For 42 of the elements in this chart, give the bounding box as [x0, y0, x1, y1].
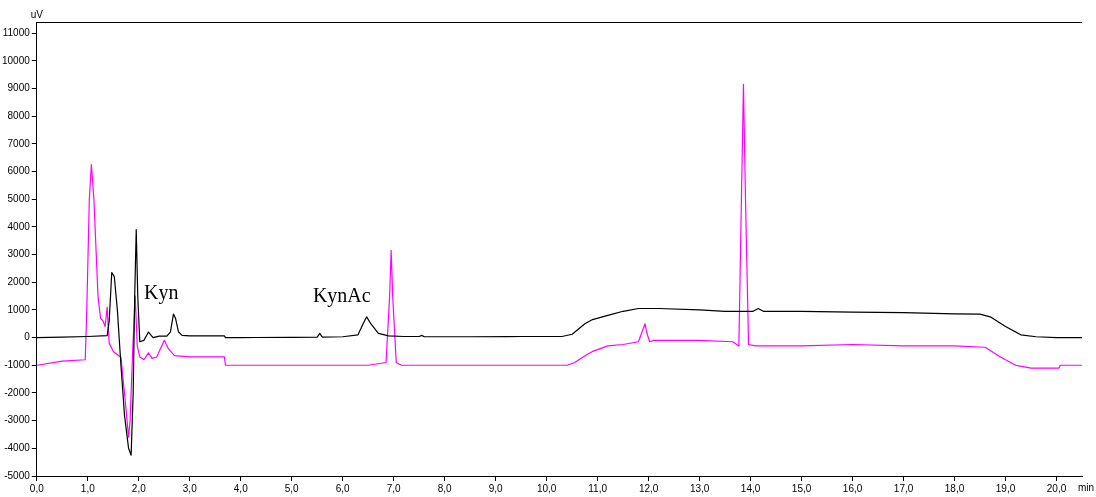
y-tick-label: -3000: [4, 414, 31, 426]
x-tick-label: 3,0: [182, 482, 198, 494]
x-tick-label: 6,0: [335, 482, 351, 494]
y-tick-label: 8000: [7, 109, 31, 121]
x-tick-label: 16,0: [842, 482, 863, 494]
y-tick-label: 1000: [7, 303, 31, 315]
x-tick-label: 4,0: [233, 482, 249, 494]
y-tick-label: -2000: [4, 386, 31, 398]
y-tick-label: -4000: [4, 442, 31, 454]
x-tick-label: 2,0: [131, 482, 147, 494]
y-tick-label: 6000: [7, 165, 31, 177]
x-tick-label: 11,0: [588, 482, 608, 494]
y-tick-label: 3000: [7, 248, 31, 260]
y-axis-title: uV: [30, 8, 44, 20]
x-tick-label: 18,0: [944, 482, 965, 494]
annotation: Kyn: [144, 281, 179, 305]
x-tick-label: 20,0: [1046, 482, 1067, 494]
x-tick-label: 12,0: [638, 482, 659, 494]
y-tick-label: -5000: [4, 469, 31, 481]
x-tick-label: 7,0: [386, 482, 402, 494]
y-tick-label: 2000: [7, 275, 31, 287]
x-tick-label: 19,0: [995, 482, 1016, 494]
x-tick-label: 1,0: [80, 482, 96, 494]
x-tick-label: 13,0: [689, 482, 710, 494]
y-tick-label: 11000: [2, 26, 31, 38]
x-tick-label: 9,0: [488, 482, 504, 494]
y-tick-label: 5000: [7, 192, 31, 204]
x-tick-label: 0,0: [29, 482, 45, 494]
y-tick-label: 0: [24, 331, 31, 343]
x-axis-title: min: [1077, 481, 1094, 493]
y-tick-label: 10000: [2, 54, 31, 66]
y-tick-label: 9000: [7, 82, 31, 94]
x-tick-label: 5,0: [284, 482, 300, 494]
y-tick-label: 4000: [7, 220, 31, 232]
x-tick-label: 8,0: [437, 482, 453, 494]
x-tick-label: 14,0: [740, 482, 761, 494]
x-tick-label: 15,0: [791, 482, 812, 494]
x-tick-label: 17,0: [893, 482, 914, 494]
y-tick-label: -1000: [4, 359, 31, 371]
y-tick-label: 7000: [7, 137, 31, 149]
annotation: KynAc: [312, 284, 371, 308]
x-tick-label: 10,0: [536, 482, 557, 494]
